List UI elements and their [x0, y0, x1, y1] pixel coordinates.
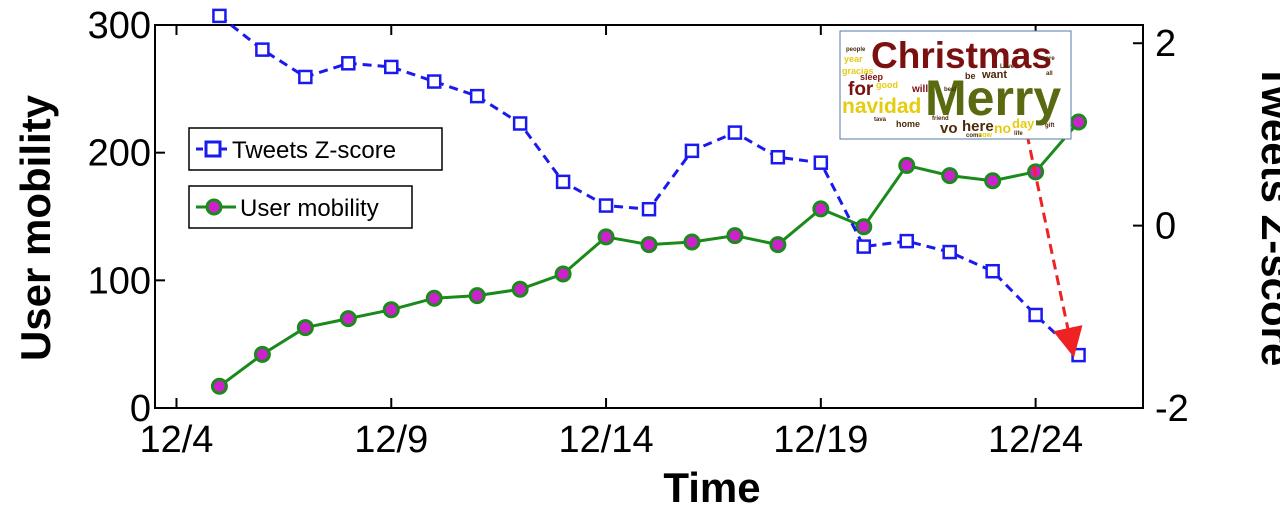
word-day: day	[1012, 116, 1035, 131]
x-tick-label: 12/14	[558, 419, 653, 461]
left-y-tick-label: 300	[88, 5, 151, 47]
word-christmas: Christmas	[871, 35, 1052, 76]
word-no: no	[994, 120, 1011, 136]
data-point-tweets-z-score	[684, 143, 700, 159]
right-axis-title: Tweets Z-score	[1253, 64, 1280, 367]
data-point-user-mobility	[1070, 113, 1088, 131]
data-point-user-mobility	[597, 228, 615, 246]
data-point-tweets-z-score	[426, 74, 442, 89]
data-point-tweets-z-score	[813, 155, 829, 170]
word-people: people	[846, 47, 866, 53]
word-home: home	[896, 119, 920, 129]
data-point-tweets-z-score	[298, 69, 313, 85]
data-point-user-mobility	[253, 345, 271, 363]
data-point-user-mobility	[984, 172, 1002, 190]
word-best: best	[944, 87, 956, 93]
data-point-tweets-z-score	[727, 125, 743, 140]
data-point-tweets-z-score	[641, 201, 657, 217]
data-point-user-mobility	[683, 233, 701, 251]
left-y-tick-label: 100	[88, 260, 151, 302]
legend: Tweets Z-score User mobility	[188, 127, 443, 229]
data-point-tweets-z-score	[512, 116, 528, 131]
data-point-user-mobility	[726, 227, 744, 245]
data-point-user-mobility	[425, 289, 443, 307]
word-will: will	[911, 84, 928, 95]
word-want: want	[981, 69, 1007, 81]
data-point-tweets-z-score	[899, 233, 914, 249]
data-point-tweets-z-score	[985, 263, 1000, 279]
left-y-tick-label: 200	[88, 133, 151, 175]
word-now: now	[978, 132, 993, 139]
right-y-tick-label: -2	[1155, 388, 1189, 430]
word-tava: tava	[874, 117, 887, 123]
data-point-user-mobility	[769, 236, 787, 254]
left-axis-title: User mobility	[12, 94, 59, 361]
data-point-user-mobility	[468, 287, 486, 305]
annotation-arrow	[1025, 134, 1083, 358]
word-cloud-inset: Christmas Merry navidad for here vo no d…	[839, 30, 1072, 140]
legend-box-tweets	[188, 127, 443, 171]
x-tick-label: 12/9	[354, 419, 428, 461]
data-point-tweets-z-score	[942, 244, 957, 260]
word-good: good	[876, 80, 898, 90]
data-point-user-mobility	[898, 156, 916, 174]
word-cloud-frame	[839, 30, 1072, 140]
data-point-tweets-z-score	[341, 56, 356, 71]
word-sleep: sleep	[860, 72, 884, 82]
word-more: more	[1040, 56, 1055, 62]
data-point-tweets-z-score	[1071, 347, 1086, 363]
data-point-user-mobility	[554, 265, 572, 283]
word-here: here	[962, 118, 994, 135]
data-point-user-mobility	[210, 377, 228, 395]
word-year: year	[844, 54, 863, 64]
word-love: Love	[1000, 64, 1015, 70]
word-friend: friend	[932, 116, 949, 122]
left-y-tick-label: 0	[130, 388, 151, 430]
data-point-tweets-z-score	[384, 59, 399, 75]
right-y-tick-label: 2	[1155, 23, 1176, 65]
legend-label-tweets: Tweets Z-score	[232, 137, 396, 164]
word-navidad: navidad	[842, 95, 921, 118]
axis-tick-labels: 12/4 12/9 12/14 12/19 12/24 0 100 200 300 -2 0 2	[88, 5, 1189, 461]
legend-label-mobility: User mobility	[240, 195, 379, 222]
data-point-user-mobility	[941, 167, 959, 185]
data-point-tweets-z-score	[212, 8, 227, 24]
x-axis-title: Time	[663, 464, 760, 511]
word-merry: Merry	[925, 70, 1061, 126]
data-point-tweets-z-score	[770, 149, 786, 165]
x-tick-label: 12/19	[773, 419, 868, 461]
data-point-user-mobility	[855, 218, 873, 236]
data-point-user-mobility	[812, 200, 830, 218]
data-point-tweets-z-score	[1028, 307, 1043, 323]
word-for: for	[848, 79, 874, 100]
word-vo: vo	[940, 120, 958, 137]
data-point-user-mobility	[339, 310, 357, 328]
data-point-tweets-z-score	[555, 174, 571, 190]
data-point-user-mobility	[640, 236, 658, 254]
data-point-tweets-z-score	[469, 88, 485, 104]
x-tick-label: 12/24	[988, 419, 1083, 461]
word-be: be	[965, 71, 976, 81]
series-layer	[210, 8, 1088, 395]
data-point-tweets-z-score	[255, 42, 270, 57]
data-point-user-mobility	[511, 280, 529, 298]
plot-frame	[154, 24, 1144, 409]
word-gift: gift	[1045, 123, 1054, 129]
data-point-tweets-z-score	[598, 198, 614, 213]
word-come: come	[966, 133, 982, 139]
data-point-user-mobility	[382, 301, 400, 319]
legend-marker-tweets	[204, 140, 222, 158]
data-point-user-mobility	[296, 319, 314, 337]
word-life: life	[1014, 131, 1023, 137]
word-gracias: gracias	[842, 66, 874, 76]
right-y-tick-label: 0	[1155, 206, 1176, 248]
legend-marker-mobility	[205, 198, 223, 216]
data-point-tweets-z-score	[856, 239, 872, 254]
x-tick-label: 12/4	[139, 419, 213, 461]
word-all: all	[1046, 71, 1053, 77]
